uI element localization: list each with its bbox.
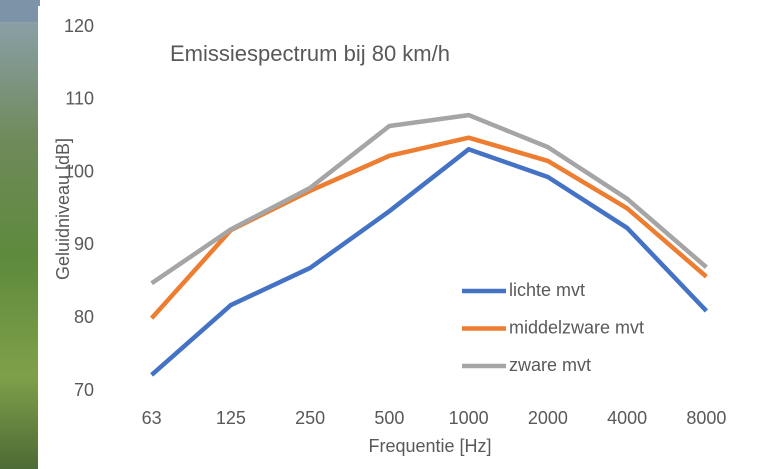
background-photo <box>0 0 40 469</box>
x-tick-label: 2000 <box>528 408 568 428</box>
x-tick-label: 250 <box>295 408 325 428</box>
chart-title: Emissiespectrum bij 80 km/h <box>170 41 450 66</box>
x-tick-label: 500 <box>374 408 404 428</box>
x-tick-label: 1000 <box>449 408 489 428</box>
x-tick-label: 4000 <box>607 408 647 428</box>
x-tick-label: 8000 <box>686 408 726 428</box>
legend-label: lichte mvt <box>509 280 585 300</box>
y-tick-label: 100 <box>64 161 94 181</box>
y-tick-label: 120 <box>64 16 94 36</box>
y-tick-label: 110 <box>65 89 94 109</box>
background-corner <box>0 0 40 22</box>
y-axis-label: Geluidniveau [dB] <box>53 138 73 280</box>
chart: Emissiespectrum bij 80 km/h Frequentie [… <box>0 0 770 469</box>
legend-label: middelzware mvt <box>509 317 644 337</box>
x-axis-label: Frequentie [Hz] <box>368 436 491 456</box>
y-tick-label: 70 <box>74 380 94 400</box>
y-tick-label: 90 <box>74 234 94 254</box>
legend-label: zware mvt <box>509 355 591 375</box>
x-tick-label: 63 <box>142 408 162 428</box>
y-tick-label: 80 <box>74 307 94 327</box>
x-tick-label: 125 <box>216 408 246 428</box>
